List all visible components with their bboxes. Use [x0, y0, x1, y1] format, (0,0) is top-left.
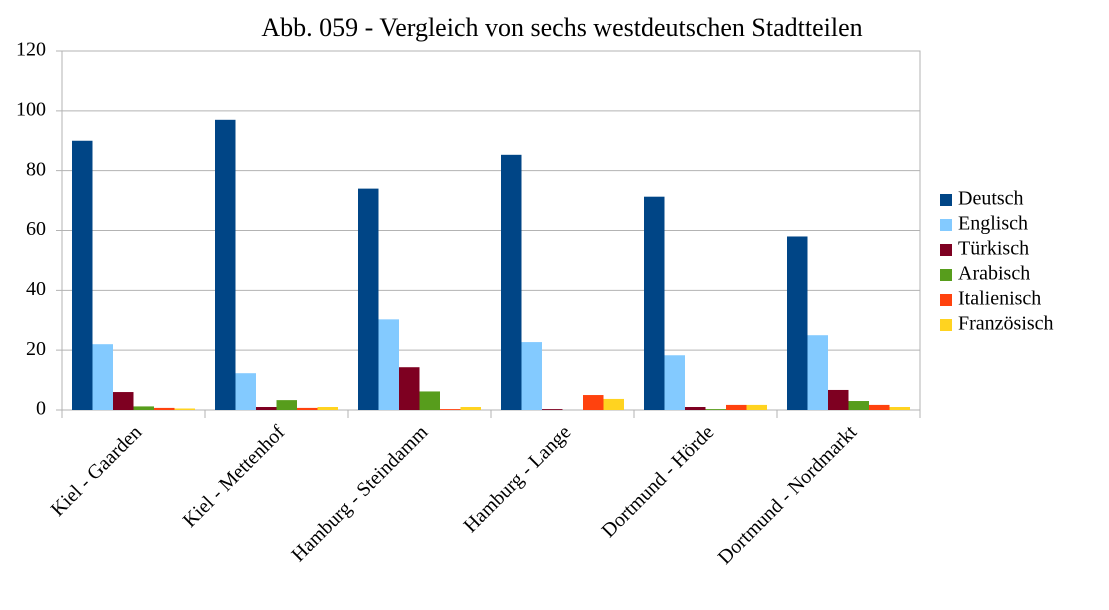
bar: [828, 389, 849, 410]
bar: [358, 188, 379, 410]
bar: [889, 407, 910, 410]
bar: [542, 409, 563, 410]
legend-swatch: [940, 319, 952, 331]
x-tick-label: Dortmund - Nordmarkt: [714, 421, 862, 569]
legend-swatch: [940, 244, 952, 256]
bar: [460, 407, 481, 410]
y-tick-label: 100: [16, 98, 46, 120]
bar: [174, 408, 195, 410]
bar: [378, 319, 399, 410]
y-tick-label: 120: [16, 39, 46, 61]
bar: [235, 373, 256, 410]
legend-swatch: [940, 294, 952, 306]
y-tick-label: 20: [26, 338, 46, 360]
bar: [603, 398, 624, 410]
bar: [746, 404, 767, 410]
bar: [133, 406, 154, 410]
bar: [521, 342, 542, 410]
legend-label: Arabisch: [958, 263, 1030, 285]
legend-label: Italienisch: [958, 288, 1041, 310]
bar: [664, 355, 685, 410]
legend-swatch: [940, 269, 952, 281]
bar: [848, 401, 869, 410]
bar: [154, 407, 175, 410]
bar: [644, 196, 665, 410]
bar: [72, 140, 93, 410]
bar: [92, 344, 113, 410]
legend-swatch: [940, 194, 952, 206]
legend-label: Englisch: [958, 213, 1028, 235]
x-tick-label: Kiel - Mettenhof: [179, 421, 290, 532]
x-tick-label: Dortmund - Hörde: [597, 421, 718, 542]
legend-label: Französisch: [958, 313, 1054, 335]
bar: [399, 367, 420, 410]
bar: [440, 409, 461, 410]
bar: [583, 395, 604, 410]
bar: [726, 404, 747, 410]
x-tick-label: Hamburg - Lange: [459, 421, 575, 537]
bar: [807, 335, 828, 410]
legend-label: Deutsch: [958, 188, 1024, 210]
bar: [297, 407, 318, 410]
chart-title: Abb. 059 - Vergleich von sechs westdeuts…: [261, 13, 862, 42]
bar: [317, 407, 338, 410]
bar: [787, 236, 808, 410]
y-tick-label: 0: [36, 398, 46, 420]
y-tick-label: 80: [26, 158, 46, 180]
x-tick-label: Hamburg - Steindamm: [287, 421, 432, 566]
bar: [256, 407, 277, 410]
y-tick-label: 40: [26, 278, 46, 300]
bar: [276, 400, 297, 410]
bar: [501, 154, 522, 410]
bar: [419, 391, 440, 410]
bar: [705, 409, 726, 410]
bar: [113, 392, 134, 410]
bar: [685, 407, 706, 410]
legend-swatch: [940, 219, 952, 231]
legend-label: Türkisch: [958, 238, 1029, 260]
bar: [869, 404, 890, 410]
bar: [215, 119, 236, 410]
x-tick-label: Kiel - Gaarden: [47, 421, 147, 521]
y-tick-label: 60: [26, 218, 46, 240]
